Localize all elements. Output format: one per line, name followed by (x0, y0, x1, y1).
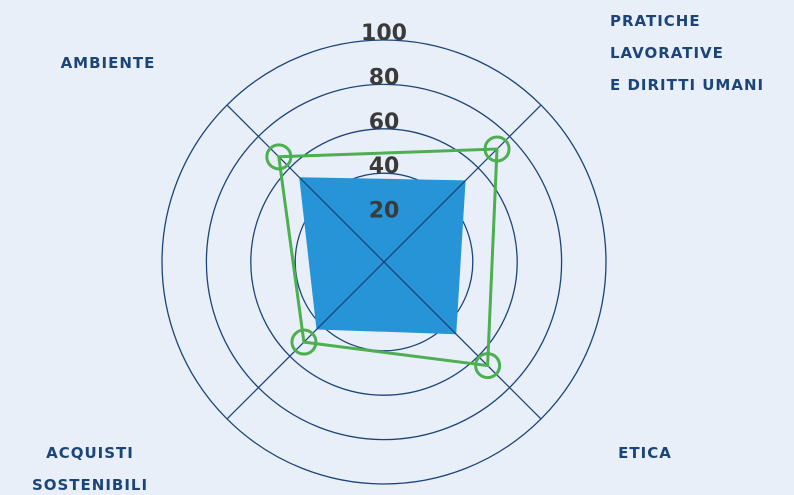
r-tick-label: 100 (361, 21, 407, 46)
series-line (277, 147, 499, 368)
grid-circle (161, 39, 607, 485)
series-marker (290, 328, 318, 356)
category-label: PRATICHE LAVORATIVE E DIRITTI UMANI (610, 12, 764, 94)
axis-line (226, 261, 385, 420)
r-tick-label: 40 (369, 154, 400, 179)
category-label: AMBIENTE (61, 54, 156, 72)
category-label-line: ACQUISTI (46, 444, 134, 462)
category-label-line: AMBIENTE (61, 54, 156, 72)
category-label-line: LAVORATIVE (610, 44, 724, 62)
axis-line (226, 104, 385, 263)
grid-circle (205, 83, 563, 441)
category-label-line: SOSTENIBILI (32, 476, 148, 494)
grid-circle (294, 172, 474, 352)
category-label: ACQUISTI SOSTENIBILI (32, 444, 148, 494)
series-marker (474, 352, 502, 380)
category-label-line: E DIRITTI UMANI (610, 76, 764, 94)
series-marker (483, 135, 511, 163)
category-label: ETICA (618, 444, 672, 462)
r-tick-label: 60 (369, 110, 400, 135)
r-tick-label: 20 (369, 199, 400, 224)
grid-circle (250, 128, 518, 396)
axis-line (383, 104, 542, 263)
series-marker (265, 143, 293, 171)
category-label-line: ETICA (618, 444, 672, 462)
r-tick-label: 80 (369, 65, 400, 90)
axis-line (383, 261, 542, 420)
series-area (299, 177, 466, 335)
category-label-line: PRATICHE (610, 12, 701, 30)
